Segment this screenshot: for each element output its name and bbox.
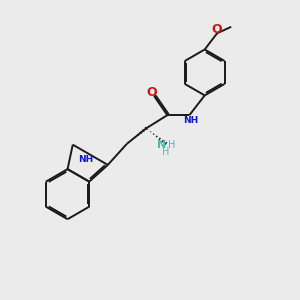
Text: NH: NH <box>79 155 94 164</box>
Text: H: H <box>162 147 169 157</box>
Text: O: O <box>212 23 222 36</box>
Text: NH: NH <box>183 116 198 125</box>
Text: H: H <box>168 140 175 150</box>
Text: N: N <box>157 140 166 150</box>
Text: O: O <box>146 86 157 99</box>
